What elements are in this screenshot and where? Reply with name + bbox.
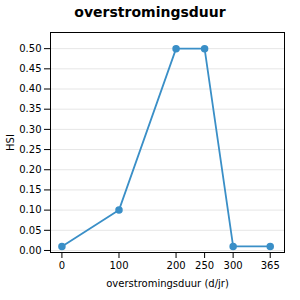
svg-text:overstromingsduur (d/jr): overstromingsduur (d/jr): [106, 278, 229, 289]
svg-text:0.20: 0.20: [19, 164, 41, 175]
svg-text:0.05: 0.05: [19, 224, 41, 235]
svg-text:0.00: 0.00: [19, 245, 41, 256]
svg-text:0.15: 0.15: [19, 184, 41, 195]
svg-text:HSI: HSI: [5, 134, 16, 151]
svg-text:0.30: 0.30: [19, 124, 41, 135]
html-text:overstromingsduur: overstromingsduur: [74, 4, 226, 20]
svg-text:0.40: 0.40: [19, 83, 41, 94]
svg-text:250: 250: [195, 260, 214, 271]
svg-text:0.45: 0.45: [19, 63, 41, 74]
svg-text:200: 200: [167, 260, 186, 271]
svg-text:0: 0: [59, 260, 65, 271]
svg-text:365: 365: [261, 260, 280, 271]
svg-text:100: 100: [109, 260, 128, 271]
svg-text:0.10: 0.10: [19, 204, 41, 215]
svg-text:0.35: 0.35: [19, 103, 41, 114]
svg-text:300: 300: [224, 260, 243, 271]
svg-text:0.50: 0.50: [19, 43, 41, 54]
svg-text:0.25: 0.25: [19, 144, 41, 155]
